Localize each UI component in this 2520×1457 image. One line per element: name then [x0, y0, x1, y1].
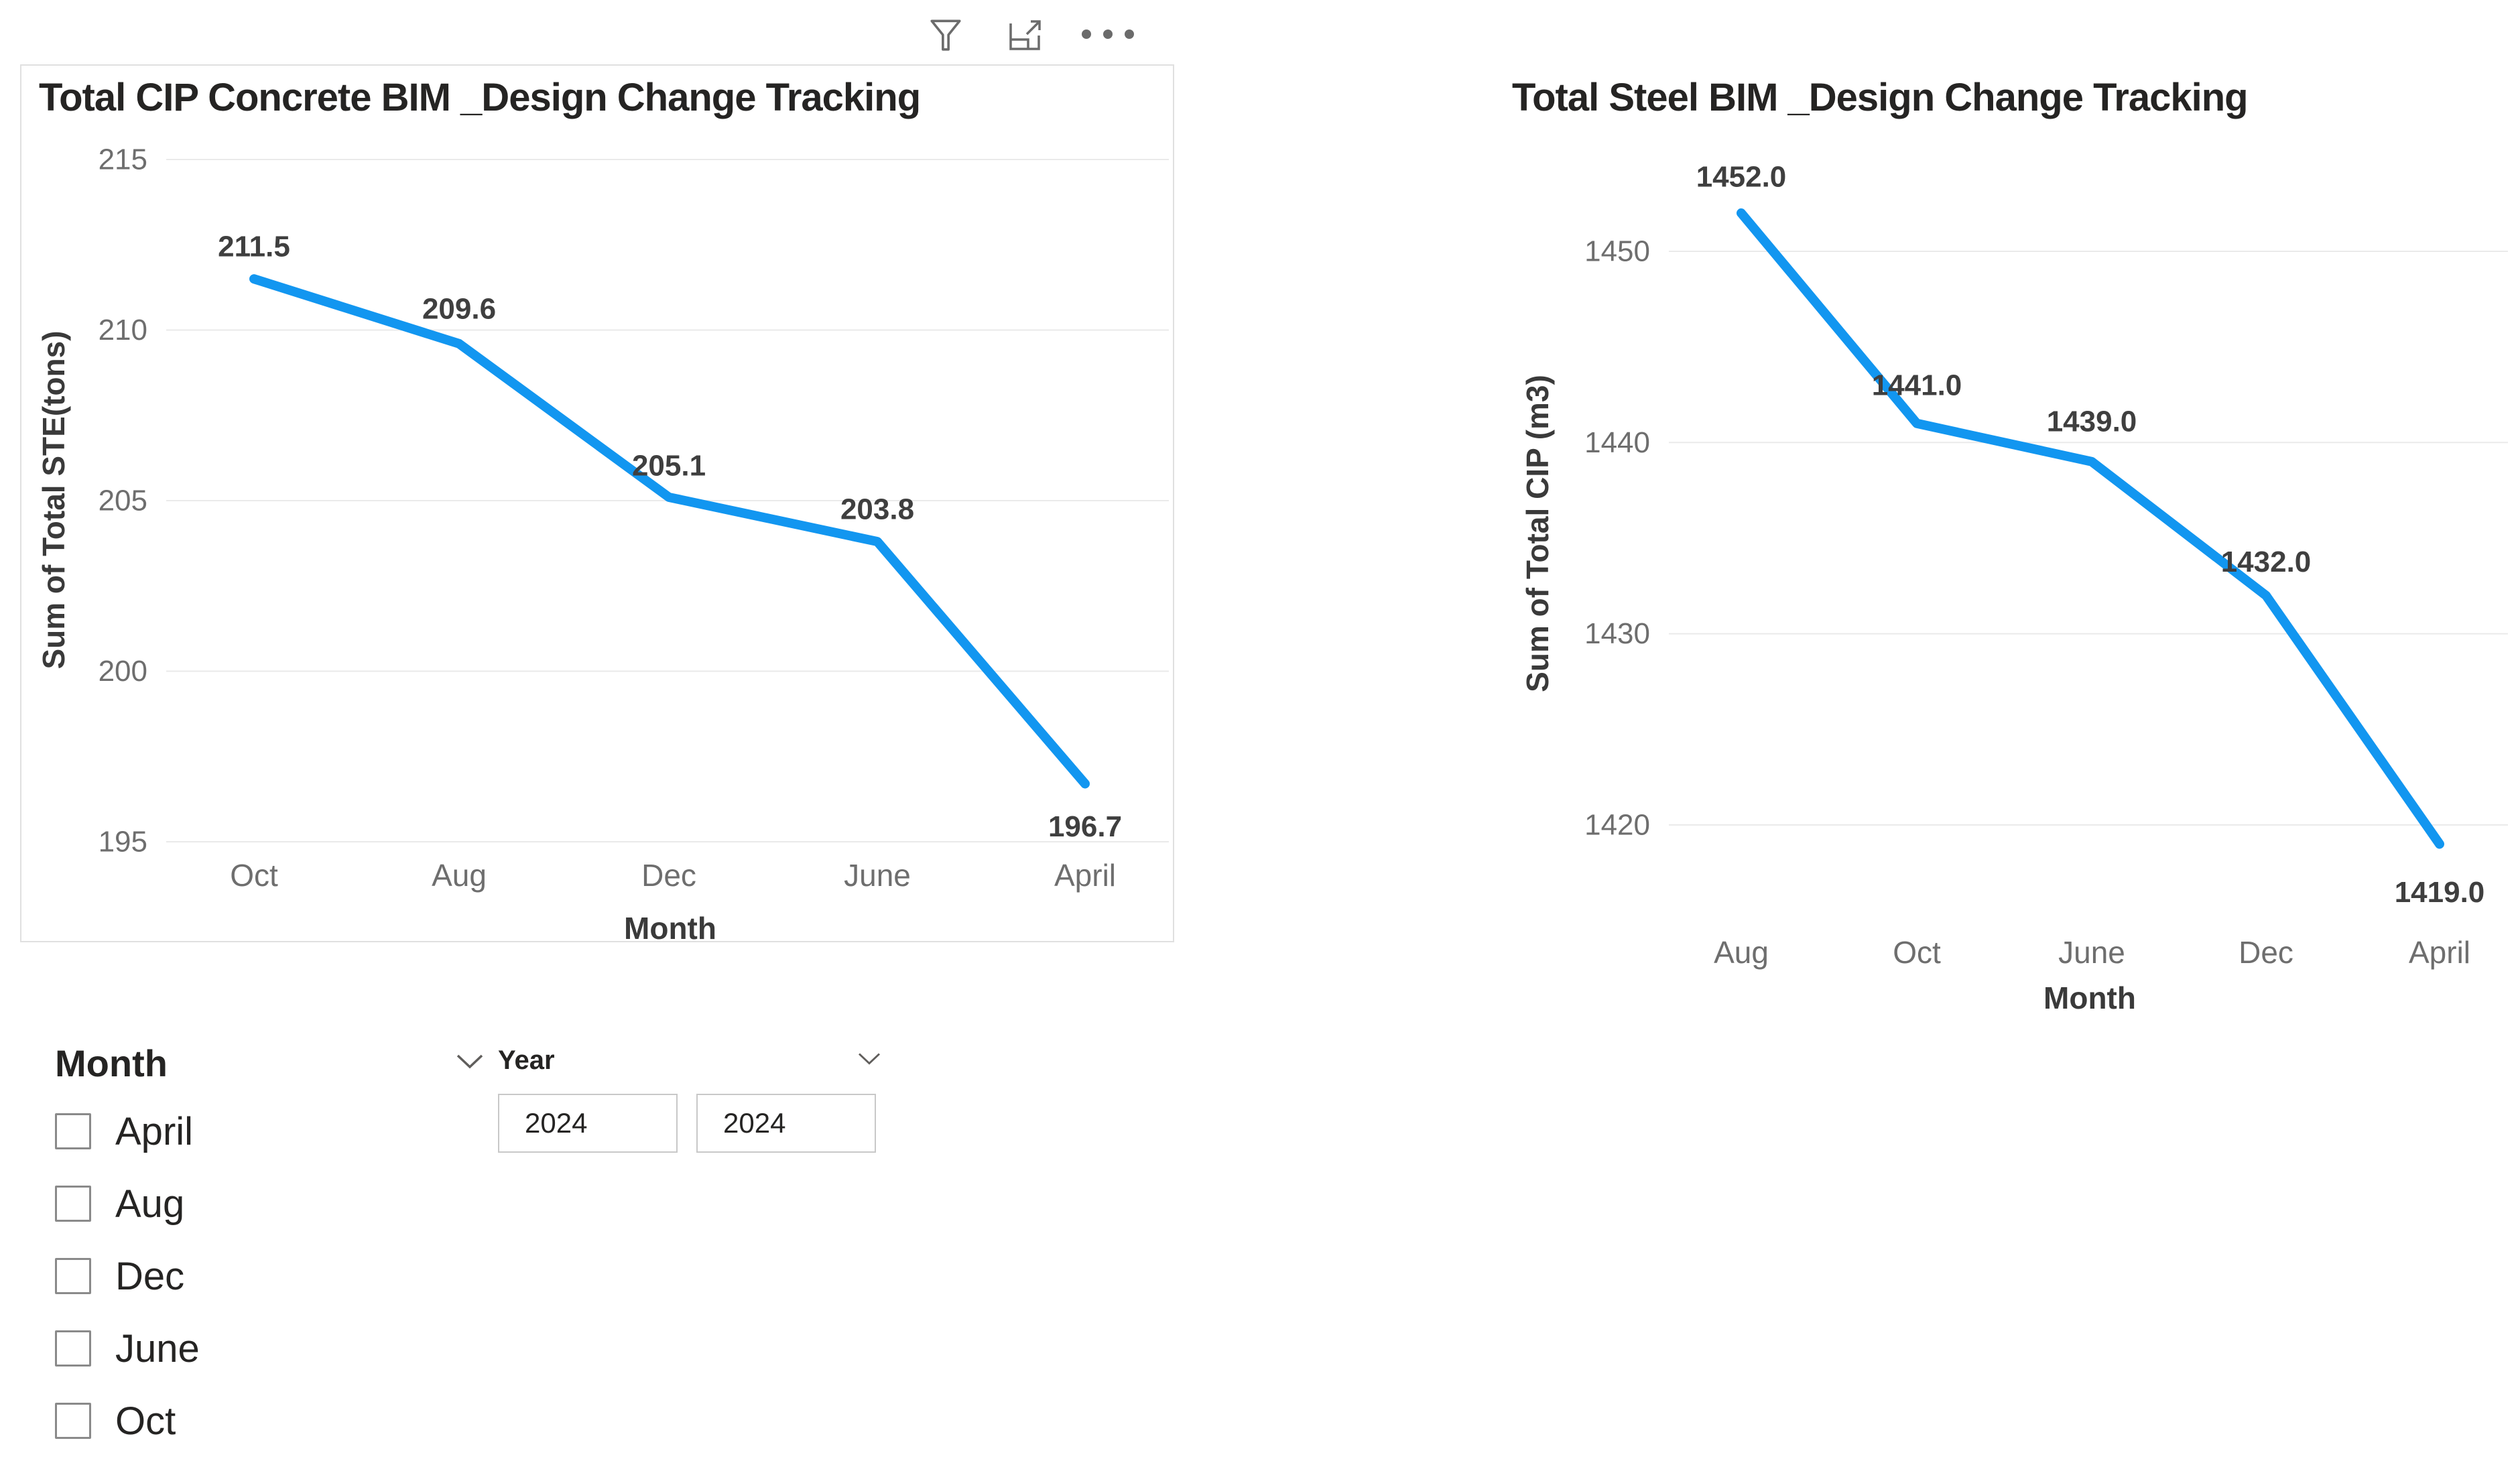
data-point-label: 1419.0	[2395, 876, 2485, 909]
x-category-label: June	[844, 858, 911, 893]
data-point-label: 205.1	[632, 449, 706, 482]
month-slicer-item[interactable]: Aug	[55, 1167, 484, 1240]
month-slicer-items: April Aug Dec June Oct	[55, 1095, 484, 1457]
x-category-label: April	[2409, 935, 2470, 970]
data-point-label: 1452.0	[1696, 160, 1787, 193]
x-category-label: June	[2058, 935, 2125, 970]
line-chart-steel: 1450 1440 1430 1420 Sum of Total CIP (m3) Aug…	[1520, 160, 2508, 1015]
month-slicer-item-label: Aug	[115, 1182, 185, 1226]
month-slicer-item[interactable]: April	[55, 1095, 484, 1167]
month-slicer-header[interactable]: Month	[55, 1040, 484, 1086]
data-point-label: 211.5	[218, 231, 290, 263]
visual-header-toolbar	[926, 11, 1135, 58]
x-axis-title: Month	[2043, 980, 2136, 1015]
x-axis-title: Month	[624, 911, 716, 942]
x-category-label: Dec	[641, 858, 696, 893]
year-slicer-header[interactable]: Year	[498, 1043, 881, 1078]
year-to-input[interactable]	[696, 1094, 876, 1153]
data-point-label: 209.6	[422, 292, 496, 325]
x-category-label: Aug	[432, 858, 487, 893]
checkbox-unchecked[interactable]	[55, 1330, 91, 1367]
checkbox-unchecked[interactable]	[55, 1186, 91, 1222]
y-axis-title: Sum of Total STE(tons)	[36, 330, 71, 669]
x-category-label: Oct	[1893, 935, 1941, 970]
year-from-input[interactable]	[498, 1094, 678, 1153]
month-slicer-item-label: Oct	[115, 1399, 176, 1443]
trend-line[interactable]	[1737, 208, 2444, 849]
month-slicer: Month April Aug Dec June Oct	[55, 1040, 484, 1457]
y-tick-label: 205	[99, 485, 147, 517]
chart-title-steel: Total Steel BIM _Design Change Tracking	[1512, 76, 2249, 119]
x-category-label: Oct	[230, 858, 278, 893]
month-slicer-item-label: April	[115, 1109, 194, 1153]
y-tick-label: 1420	[1584, 808, 1650, 841]
chevron-down-icon[interactable]	[857, 1052, 881, 1069]
x-category-label: Dec	[2239, 935, 2293, 970]
checkbox-unchecked[interactable]	[55, 1403, 91, 1439]
y-tick-label: 1450	[1584, 235, 1650, 268]
month-slicer-item[interactable]: June	[55, 1312, 484, 1385]
chevron-down-icon[interactable]	[456, 1054, 484, 1073]
y-axis-title: Sum of Total CIP (m3)	[1520, 375, 1555, 692]
focus-mode-icon[interactable]	[1003, 14, 1043, 54]
x-category-label: Aug	[1714, 935, 1769, 970]
data-point-label: 203.8	[840, 493, 914, 526]
month-slicer-item-label: June	[115, 1326, 200, 1371]
line-chart-cip-concrete: 215 210 205 200 195 Sum of Total STE(tons) Oct…	[36, 143, 1169, 942]
month-slicer-title: Month	[55, 1041, 168, 1084]
chart-panel-steel[interactable]: 1450 1440 1430 1420 Sum of Total CIP (m3) Aug…	[1448, 64, 2520, 1070]
filter-icon[interactable]	[926, 15, 965, 54]
chart-panel-cip-concrete[interactable]: 215 210 205 200 195 Sum of Total STE(tons) Oct…	[20, 64, 1174, 942]
more-options-icon[interactable]	[1080, 28, 1135, 40]
checkbox-unchecked[interactable]	[55, 1113, 91, 1149]
month-slicer-item[interactable]: Dec	[55, 1240, 484, 1312]
month-slicer-item[interactable]: Oct	[55, 1385, 484, 1457]
data-point-label: 196.7	[1048, 810, 1122, 843]
data-point-label: 1441.0	[1872, 369, 1962, 401]
year-range-inputs	[498, 1094, 881, 1153]
y-tick-label: 1430	[1584, 617, 1650, 650]
year-slicer: Year	[498, 1043, 881, 1153]
y-tick-label: 200	[99, 655, 147, 688]
x-category-label: April	[1054, 858, 1116, 893]
y-tick-label: 210	[99, 314, 147, 346]
trend-line[interactable]	[249, 274, 1090, 789]
year-slicer-title: Year	[498, 1045, 555, 1075]
data-point-label: 1439.0	[2047, 405, 2137, 438]
chart-title-cip-concrete: Total CIP Concrete BIM _Design Change Tr…	[39, 76, 921, 119]
month-slicer-item-label: Dec	[115, 1254, 185, 1298]
checkbox-unchecked[interactable]	[55, 1258, 91, 1294]
y-tick-label: 195	[99, 826, 147, 859]
data-point-label: 1432.0	[2221, 546, 2312, 578]
y-tick-label: 215	[99, 143, 147, 176]
y-tick-label: 1440	[1584, 426, 1650, 459]
